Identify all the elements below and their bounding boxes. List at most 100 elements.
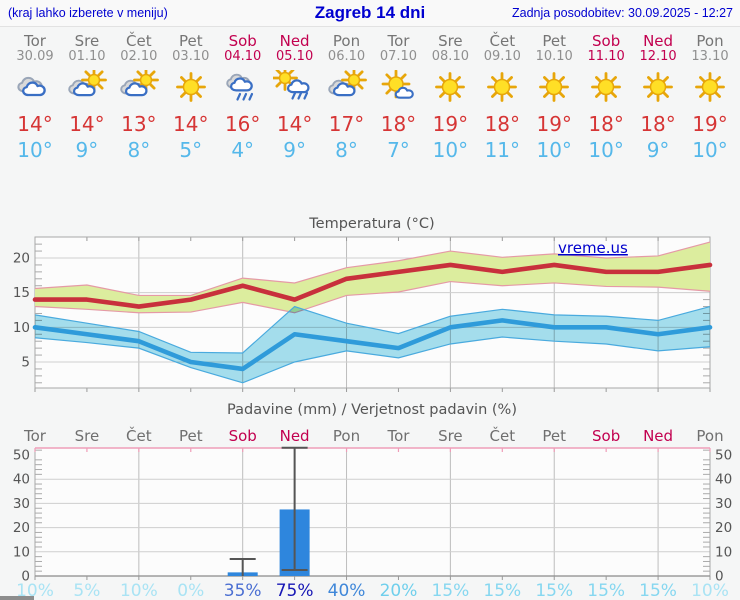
day-column[interactable]: Pet 10.10 19° 10° (528, 30, 580, 160)
y-axis-tick-label: 20 (13, 251, 30, 267)
sunny-icon (695, 71, 725, 102)
high-temp: 19° (536, 111, 572, 136)
precip-day-label: Sob (592, 427, 620, 445)
sunny-icon (487, 71, 518, 102)
day-column[interactable]: Čet 09.10 18° 11° (476, 30, 528, 162)
page-header: (kraj lahko izberete v meniju) Zagreb 14… (0, 0, 740, 27)
forecast-days-row: Tor 30.09 14° 10° Sre 01.10 14° 9° Čet 02.10 13° 8°… (0, 30, 740, 212)
day-name: Čet (126, 32, 152, 50)
day-column[interactable]: Ned 12.10 18° 9° (632, 30, 684, 162)
low-temp: 10° (588, 137, 624, 162)
day-column[interactable]: Čet 02.10 13° 8° (113, 30, 165, 161)
day-column[interactable]: Sob 04.10 16° 4° (217, 30, 269, 160)
temperature-chart: 5 10 15 20 Temperatura (°C) vreme.us (13, 216, 713, 392)
day-date: 12.10 (639, 49, 677, 65)
low-temp: 8° (335, 137, 358, 162)
precip-probability-label: 10% (16, 581, 54, 600)
sunny-icon (539, 71, 570, 102)
low-temp: 9° (283, 137, 306, 162)
low-temp: 9° (646, 137, 670, 162)
day-date: 07.10 (379, 49, 418, 65)
bottom-left-strip (0, 596, 34, 600)
mostly-sunny-icon (382, 69, 415, 99)
day-date: 30.09 (16, 49, 54, 65)
y-axis-tick-label: 5 (21, 355, 30, 371)
precip-probability-label: 15% (587, 581, 625, 600)
precip-y-label-right: 40 (715, 472, 732, 488)
day-name: Tor (24, 32, 46, 50)
sunny-icon (643, 71, 673, 102)
precip-y-label-right: 10 (715, 544, 732, 560)
page-title: Zagreb 14 dni (314, 3, 426, 22)
day-name: Pet (542, 32, 567, 50)
sun-rain-icon (271, 64, 310, 100)
temp-chart-title: Temperatura (°C) (308, 216, 434, 232)
rain-icon (225, 73, 253, 101)
precip-y-label-right: 20 (715, 520, 732, 536)
cloudy-icon (17, 76, 46, 96)
low-temp: 9° (75, 137, 99, 162)
day-column[interactable]: Pon 06.10 17° 8° (321, 30, 373, 161)
day-date: 02.10 (120, 49, 158, 65)
precip-day-label: Tor (23, 427, 47, 445)
low-temp: 10° (17, 137, 53, 162)
day-name: Pon (696, 32, 724, 50)
day-column[interactable]: Sre 01.10 14° 9° (61, 30, 113, 161)
max_temp-line (32, 262, 713, 309)
low-temp: 10° (692, 137, 728, 162)
precip-day-label: Čet (490, 426, 516, 445)
y-axis-tick-label: 15 (13, 285, 30, 301)
low-temp: 11° (484, 137, 521, 162)
low-temp: 5° (179, 137, 203, 162)
precip-day-label: Sob (229, 427, 257, 445)
precip-day-label: Pon (333, 427, 360, 445)
menu-hint-note: (kraj lahko izberete v meniju) (8, 6, 168, 20)
min_temp-line (32, 318, 713, 372)
precip-day-label: Tor (386, 427, 410, 445)
day-column[interactable]: Pet 03.10 14° 5° (165, 30, 217, 162)
y-axis-tick-label: 10 (13, 320, 30, 336)
day-name: Sre (74, 32, 100, 50)
day-column[interactable]: Tor 30.09 14° 10° (9, 30, 61, 162)
day-date: 09.10 (483, 49, 521, 65)
high-temp: 19° (432, 111, 469, 136)
precip-probability-label: 35% (224, 581, 262, 600)
low-temp: 7° (387, 137, 410, 162)
precip-day-label: Sre (75, 427, 100, 445)
last-update-text: Zadnja posodobitev: 30.09.2025 - 12:27 (511, 6, 733, 20)
precip-probability-label: 10% (691, 581, 729, 600)
day-date: 08.10 (431, 49, 469, 65)
precip-probability-label: 5% (73, 581, 100, 600)
day-column[interactable]: Sob 11.10 18° 10° (580, 30, 632, 162)
day-date: 01.10 (68, 49, 106, 65)
precip-y-label-left: 50 (13, 448, 30, 464)
sunny-icon (435, 71, 466, 102)
precip-day-label: Ned (643, 427, 673, 445)
precip-day-label: Pon (696, 427, 723, 445)
precip-day-label: Pet (542, 427, 566, 445)
precip-y-label-left: 20 (13, 520, 30, 536)
day-column[interactable]: Pon 13.10 19° 10° (684, 30, 736, 162)
precip-y-label-left: 30 (13, 496, 30, 512)
day-date: 04.10 (224, 49, 262, 65)
high-temp: 13° (121, 111, 157, 136)
day-name: Sob (592, 32, 621, 50)
precip-day-label: Sre (438, 427, 463, 445)
precip-probability-label: 75% (276, 581, 314, 600)
day-column[interactable]: Ned 05.10 14° 9° (269, 30, 321, 161)
day-date: 13.10 (691, 49, 729, 65)
day-column[interactable]: Sre 08.10 19° 10° (424, 30, 476, 160)
precip-probability-label: 10% (120, 581, 158, 600)
precip-y-label-left: 40 (13, 472, 30, 488)
precipitation-chart: Padavine (mm) / Verjetnost padavin (%) To… (13, 402, 732, 600)
precip-y-label-right: 30 (715, 496, 732, 512)
high-temp: 14° (69, 111, 105, 136)
precip-y-label-left: 0 (21, 569, 30, 585)
precip-y-label-right: 50 (715, 448, 732, 464)
precip-chart-title: Padavine (mm) / Verjetnost padavin (%) (227, 402, 517, 418)
day-name: Sob (228, 32, 257, 50)
vreme-watermark-link[interactable]: vreme.us (558, 239, 628, 257)
day-name: Pet (178, 32, 203, 50)
day-column[interactable]: Tor 07.10 18° 7° (372, 30, 424, 162)
partly-cloudy-icon (327, 66, 367, 96)
